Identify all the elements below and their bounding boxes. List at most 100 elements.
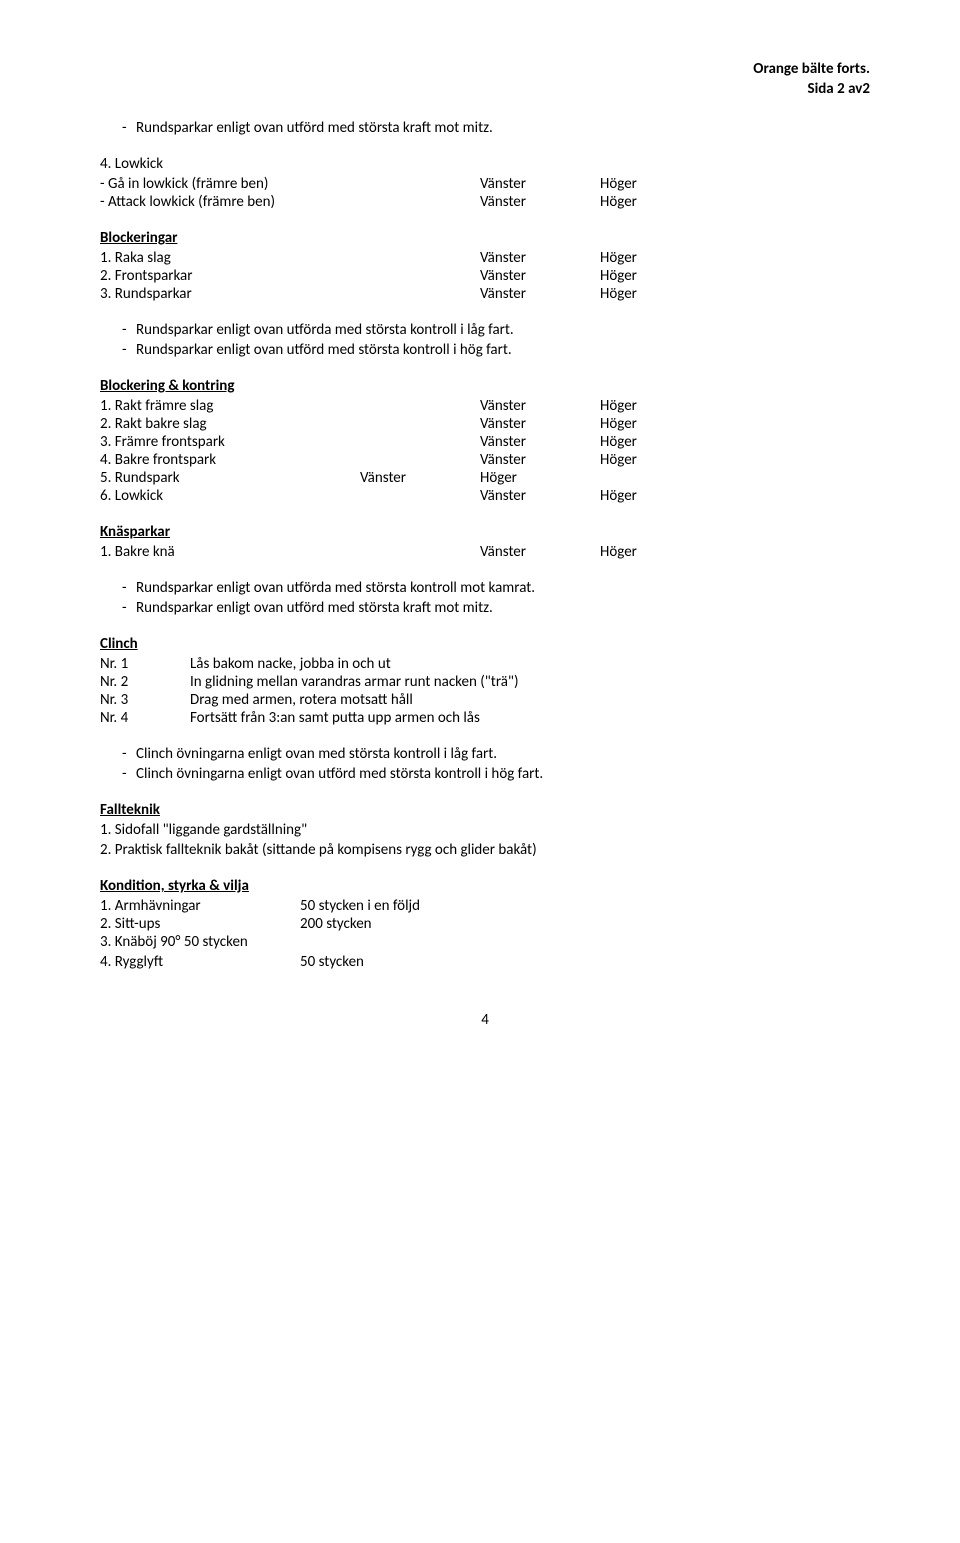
col-left: Vänster	[480, 543, 600, 561]
knas-dash1: - Rundsparkar enligt ovan utförda med st…	[122, 579, 870, 597]
dash-icon: -	[122, 119, 136, 137]
blockeringar-r1: 1. Raka slag	[100, 249, 480, 267]
kondition-r2b: 200 stycken	[300, 915, 372, 933]
kondition-row2: 2. Sitt-ups 200 stycken	[100, 915, 870, 933]
col-right: Höger	[600, 397, 720, 415]
fallteknik-r2: 2. Praktisk fallteknik bakåt (sittande p…	[100, 841, 870, 859]
col-left: Vänster	[480, 487, 600, 505]
col-left: Vänster	[480, 249, 600, 267]
fallteknik-r1: 1. Sidofall "liggande gardställning"	[100, 821, 870, 839]
kondition-r3: 3. Knäböj 90° 50 stycken	[100, 933, 870, 951]
bk-row3: 3. Främre frontspark Vänster Höger	[100, 433, 870, 451]
col-right: Höger	[480, 469, 600, 487]
dash-icon: -	[122, 765, 136, 783]
bk-r6: 6. Lowkick	[100, 487, 480, 505]
col-right: Höger	[600, 267, 720, 285]
bk-row2: 2. Rakt bakre slag Vänster Höger	[100, 415, 870, 433]
col-left: Vänster	[480, 451, 600, 469]
block-dash1: - Rundsparkar enligt ovan utförda med st…	[122, 321, 870, 339]
clinch-row1: Nr. 1 Lås bakom nacke, jobba in och ut	[100, 655, 870, 673]
dash-icon: -	[122, 599, 136, 617]
bk-row6: 6. Lowkick Vänster Höger	[100, 487, 870, 505]
clinch-t3: Drag med armen, rotera motsatt håll	[190, 691, 870, 709]
dash-icon: -	[122, 321, 136, 339]
col-left: Vänster	[480, 397, 600, 415]
bk-r3: 3. Främre frontspark	[100, 433, 480, 451]
clinch-t1: Lås bakom nacke, jobba in och ut	[190, 655, 870, 673]
block-dash2: - Rundsparkar enligt ovan utförd med stö…	[122, 341, 870, 359]
lowkick-row-b: - Attack lowkick (främre ben) Vänster Hö…	[100, 193, 870, 211]
blockeringar-title: Blockeringar	[100, 229, 870, 247]
blockeringar-row2: 2. Frontsparkar Vänster Höger	[100, 267, 870, 285]
bk-row5: 5. Rundspark Vänster Höger	[100, 469, 870, 487]
col-right: Höger	[600, 249, 720, 267]
intro-text: Rundsparkar enligt ovan utförd med störs…	[136, 119, 493, 137]
col-left: Vänster	[480, 267, 600, 285]
knas-r1: 1. Bakre knä	[100, 543, 480, 561]
bk-r1: 1. Rakt främre slag	[100, 397, 480, 415]
bk-r4: 4. Bakre frontspark	[100, 451, 480, 469]
blockeringar-r2: 2. Frontsparkar	[100, 267, 480, 285]
clinch-n3: Nr. 3	[100, 691, 190, 709]
dash-icon: -	[122, 579, 136, 597]
bk-row4: 4. Bakre frontspark Vänster Höger	[100, 451, 870, 469]
clinch-dash2-text: Clinch övningarna enligt ovan utförd med…	[136, 765, 543, 783]
col-right: Höger	[600, 543, 720, 561]
kondition-r1b: 50 stycken i en följd	[300, 897, 420, 915]
lowkick-num: 4. Lowkick	[100, 155, 870, 173]
dash-icon: -	[122, 341, 136, 359]
kondition-title: Kondition, styrka & vilja	[100, 877, 870, 895]
col-left: Vänster	[360, 469, 480, 487]
blockering-kontring-title: Blockering & kontring	[100, 377, 870, 395]
knasparkar-title: Knäsparkar	[100, 523, 870, 541]
clinch-n2: Nr. 2	[100, 673, 190, 691]
clinch-dash1: - Clinch övningarna enligt ovan med stör…	[122, 745, 870, 763]
col-left: Vänster	[480, 175, 600, 193]
kondition-row4: 4. Rygglyft 50 stycken	[100, 953, 870, 971]
col-right: Höger	[600, 487, 720, 505]
clinch-dash1-text: Clinch övningarna enligt ovan med störst…	[136, 745, 497, 763]
clinch-row2: Nr. 2 In glidning mellan varandras armar…	[100, 673, 870, 691]
col-left: Vänster	[480, 415, 600, 433]
knas-row1: 1. Bakre knä Vänster Höger	[100, 543, 870, 561]
clinch-row4: Nr. 4 Fortsätt från 3:an samt putta upp …	[100, 709, 870, 727]
intro-dash-line: - Rundsparkar enligt ovan utförd med stö…	[122, 119, 870, 137]
dash-icon: -	[122, 745, 136, 763]
blockeringar-row3: 3. Rundsparkar Vänster Höger	[100, 285, 870, 303]
fallteknik-title: Fallteknik	[100, 801, 870, 819]
header-title: Orange bälte forts.	[100, 60, 870, 80]
col-right: Höger	[600, 451, 720, 469]
kondition-r4a: 4. Rygglyft	[100, 953, 300, 971]
col-right: Höger	[600, 175, 720, 193]
block-dash2-text: Rundsparkar enligt ovan utförd med störs…	[136, 341, 512, 359]
blockeringar-row1: 1. Raka slag Vänster Höger	[100, 249, 870, 267]
clinch-t4: Fortsätt från 3:an samt putta upp armen …	[190, 709, 870, 727]
col-right: Höger	[600, 193, 720, 211]
clinch-row3: Nr. 3 Drag med armen, rotera motsatt hål…	[100, 691, 870, 709]
kondition-row1: 1. Armhävningar 50 stycken i en följd	[100, 897, 870, 915]
lowkick-a-label: - Gå in lowkick (främre ben)	[100, 175, 480, 193]
bk-row1: 1. Rakt främre slag Vänster Höger	[100, 397, 870, 415]
header-block: Orange bälte forts. Sida 2 av2	[100, 60, 870, 99]
lowkick-row-a: - Gå in lowkick (främre ben) Vänster Hög…	[100, 175, 870, 193]
kondition-r4b: 50 stycken	[300, 953, 364, 971]
bk-r2: 2. Rakt bakre slag	[100, 415, 480, 433]
document-page: Orange bälte forts. Sida 2 av2 - Rundspa…	[0, 0, 960, 1069]
clinch-n4: Nr. 4	[100, 709, 190, 727]
col-left: Vänster	[480, 193, 600, 211]
page-number: 4	[100, 1011, 870, 1029]
block-dash1-text: Rundsparkar enligt ovan utförda med stör…	[136, 321, 514, 339]
clinch-title: Clinch	[100, 635, 870, 653]
col-right: Höger	[600, 285, 720, 303]
clinch-n1: Nr. 1	[100, 655, 190, 673]
col-right: Höger	[600, 433, 720, 451]
knas-dash1-text: Rundsparkar enligt ovan utförda med stör…	[136, 579, 535, 597]
knas-dash2: - Rundsparkar enligt ovan utförd med stö…	[122, 599, 870, 617]
kondition-r2a: 2. Sitt-ups	[100, 915, 300, 933]
col-left: Vänster	[480, 433, 600, 451]
knas-dash2-text: Rundsparkar enligt ovan utförd med störs…	[136, 599, 493, 617]
col-left: Vänster	[480, 285, 600, 303]
kondition-r1a: 1. Armhävningar	[100, 897, 300, 915]
lowkick-b-label: - Attack lowkick (främre ben)	[100, 193, 480, 211]
clinch-t2: In glidning mellan varandras armar runt …	[190, 673, 870, 691]
